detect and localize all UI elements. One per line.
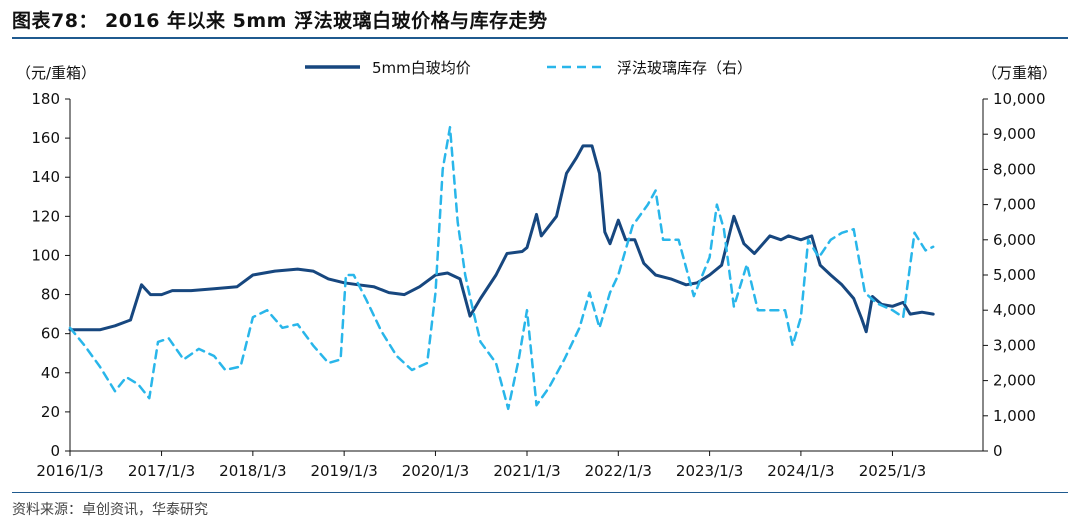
y-right-tick-label: 5,000	[993, 266, 1036, 284]
y-left-tick-label: 160	[31, 129, 60, 147]
right-axis-unit: （万重箱）	[982, 64, 1057, 82]
tick-labels: 0 20 40 60 80 100 120 140 160 180 0 1,000 2,000 3,000…	[31, 90, 1045, 480]
x-tick-label: 2018/1/3	[219, 462, 286, 480]
footer-rule	[12, 492, 1068, 493]
x-tick-label: 2020/1/3	[402, 462, 469, 480]
legend-label-inventory: 浮法玻璃库存（右）	[617, 59, 752, 77]
y-left-tick-label: 0	[50, 442, 60, 460]
y-left-tick-label: 80	[41, 286, 60, 304]
legend-label-price: 5mm白玻均价	[372, 59, 471, 77]
y-right-tick-label: 8,000	[993, 160, 1036, 178]
y-left-tick-label: 20	[41, 403, 60, 421]
y-left-tick-label: 120	[31, 207, 60, 225]
x-tick-label: 2017/1/3	[128, 462, 195, 480]
axes	[69, 99, 984, 452]
y-right-tick-label: 4,000	[993, 301, 1036, 319]
x-tick-label: 2021/1/3	[493, 462, 560, 480]
figure-title: 图表78： 2016 年以来 5mm 浮法玻璃白玻价格与库存走势	[12, 10, 548, 32]
x-tick-label: 2022/1/3	[585, 462, 652, 480]
inventory-series-line	[68, 125, 935, 411]
legend: 5mm白玻均价 浮法玻璃库存（右）	[305, 59, 752, 77]
y-left-tick-label: 40	[41, 364, 60, 382]
y-right-tick-label: 1,000	[993, 407, 1036, 425]
price-series-line	[68, 144, 935, 334]
source-note: 资料来源：卓创资讯，华泰研究	[12, 502, 208, 518]
y-right-tick-label: 9,000	[993, 125, 1036, 143]
y-right-tick-label: 6,000	[993, 231, 1036, 249]
y-right-tick-label: 2,000	[993, 372, 1036, 390]
x-tick-label: 2024/1/3	[767, 462, 834, 480]
x-tick-label: 2023/1/3	[676, 462, 743, 480]
y-left-tick-label: 100	[31, 246, 60, 264]
y-right-tick-label: 7,000	[993, 196, 1036, 214]
x-tick-label: 2025/1/3	[859, 462, 926, 480]
left-axis-unit: （元/重箱）	[16, 64, 96, 82]
y-right-tick-label: 10,000	[993, 90, 1046, 108]
y-left-tick-label: 140	[31, 168, 60, 186]
series-lines	[68, 125, 935, 411]
y-right-tick-label: 3,000	[993, 336, 1036, 354]
y-right-tick-label: 0	[993, 442, 1003, 460]
x-tick-label: 2016/1/3	[36, 462, 103, 480]
x-tick-label: 2019/1/3	[310, 462, 377, 480]
y-left-tick-label: 60	[41, 325, 60, 343]
y-left-tick-label: 180	[31, 90, 60, 108]
title-rule	[12, 37, 1068, 39]
